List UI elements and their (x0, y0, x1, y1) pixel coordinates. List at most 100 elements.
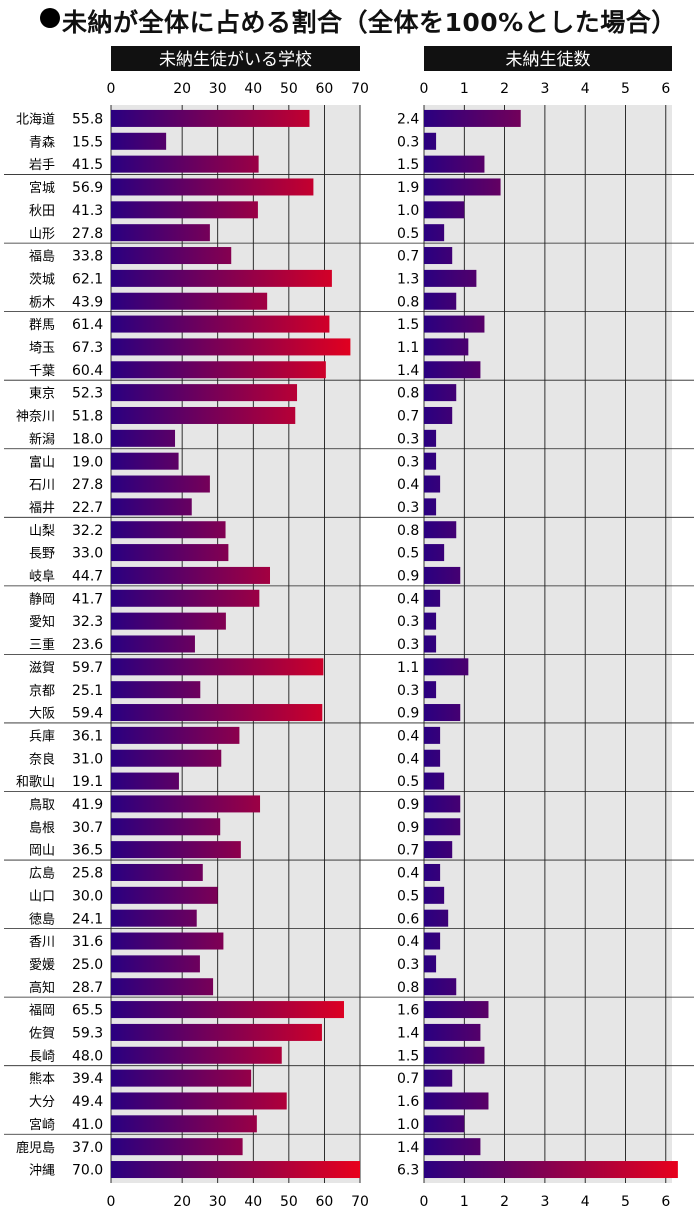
left-data-label: 18.0 (72, 431, 103, 447)
right-bar (424, 1001, 489, 1019)
right-x-tick-label-bottom: 1 (460, 1194, 469, 1210)
right-bar (424, 521, 457, 539)
right-panel-background (424, 105, 672, 1183)
right-bar (424, 658, 469, 676)
prefecture-label: 大分 (29, 1095, 55, 1110)
prefecture-label: 埼玉 (29, 341, 55, 356)
left-data-label: 23.6 (72, 637, 103, 653)
left-panel-title: 未納生徒がいる学校 (159, 50, 312, 70)
prefecture-label: 富山 (29, 454, 55, 470)
prefecture-label: 静岡 (29, 592, 55, 607)
right-data-label: 0.4 (397, 866, 419, 882)
right-bar (424, 1069, 453, 1087)
left-bar (111, 978, 214, 996)
right-bar (424, 955, 437, 973)
right-data-label: 0.4 (397, 728, 419, 744)
left-bar (111, 612, 226, 630)
left-data-label: 43.9 (72, 294, 103, 310)
left-bar (111, 1069, 252, 1087)
left-bar (111, 795, 261, 813)
right-bar (424, 1046, 485, 1064)
prefecture-label: 熊本 (29, 1071, 55, 1087)
left-x-tick-label-bottom: 40 (244, 1194, 262, 1210)
left-data-label: 48.0 (72, 1048, 103, 1064)
prefecture-label: 兵庫 (29, 729, 55, 744)
right-bar (424, 109, 521, 127)
prefecture-label: 愛知 (29, 614, 55, 630)
left-bar (111, 749, 222, 767)
left-bar (111, 1092, 287, 1110)
right-panel-header (424, 46, 672, 71)
right-bar (424, 452, 437, 470)
prefecture-label: 栃木 (29, 295, 55, 310)
prefecture-label: 福島 (29, 250, 55, 265)
left-bar (111, 1161, 360, 1179)
right-x-tick-label-bottom: 2 (500, 1194, 509, 1210)
right-data-label: 6.3 (397, 1163, 419, 1179)
prefecture-label: 神奈川 (16, 410, 55, 425)
left-bar (111, 841, 241, 859)
left-bar (111, 452, 179, 470)
left-data-label: 39.4 (72, 1071, 103, 1087)
right-data-label: 1.1 (397, 340, 419, 356)
left-data-label: 59.4 (72, 706, 103, 722)
right-x-tick-label-bottom: 4 (581, 1194, 590, 1210)
prefecture-label: 東京 (29, 386, 55, 402)
left-bar (111, 315, 330, 333)
prefecture-label: 大阪 (29, 707, 55, 722)
right-bar (424, 224, 445, 242)
left-x-tick-label-bottom: 50 (280, 1194, 298, 1210)
left-bar (111, 863, 203, 881)
left-data-label: 31.0 (72, 751, 103, 767)
left-data-label: 19.0 (72, 454, 103, 470)
left-bar (111, 132, 167, 150)
left-bar (111, 589, 260, 607)
prefecture-label: 奈良 (29, 751, 55, 767)
right-data-label: 1.4 (397, 1026, 419, 1042)
text-layer: 未納生徒がいる学校 未納生徒数00202030304040505060607070… (16, 50, 670, 1210)
right-data-label: 0.3 (397, 637, 419, 653)
left-bar (111, 1001, 344, 1019)
right-bar (424, 749, 441, 767)
right-data-label: 0.3 (397, 431, 419, 447)
left-data-label: 25.0 (72, 957, 103, 973)
prefecture-label: 山口 (29, 889, 55, 904)
prefecture-label: 愛媛 (29, 958, 55, 973)
left-bar (111, 247, 232, 265)
right-bar (424, 772, 445, 790)
prefecture-label: 秋田 (29, 204, 55, 219)
prefecture-label: 岡山 (29, 844, 55, 859)
left-data-label: 60.4 (72, 363, 103, 379)
right-bar (424, 292, 457, 310)
left-data-label: 41.9 (72, 797, 103, 813)
prefecture-label: 新潟 (29, 431, 55, 447)
left-data-label: 25.8 (72, 866, 103, 882)
right-bar (424, 635, 437, 653)
left-bar (111, 566, 271, 584)
prefecture-label: 滋賀 (29, 661, 55, 676)
left-data-label: 32.3 (72, 614, 103, 630)
left-bar (111, 635, 195, 653)
right-x-tick-label-top: 3 (540, 81, 549, 97)
prefecture-label: 福岡 (29, 1004, 55, 1019)
left-bar (111, 726, 240, 744)
right-bar (424, 178, 501, 196)
left-data-label: 56.9 (72, 180, 103, 196)
right-data-label: 0.9 (397, 797, 419, 813)
right-data-label: 1.9 (397, 180, 419, 196)
left-x-tick-label-bottom: 70 (351, 1194, 369, 1210)
left-bar (111, 338, 351, 356)
left-bar (111, 909, 197, 927)
left-x-tick-label-bottom: 0 (107, 1194, 116, 1210)
left-data-label: 15.5 (72, 134, 103, 150)
right-x-tick-label-bottom: 0 (420, 1194, 429, 1210)
right-data-label: 1.1 (397, 660, 419, 676)
prefecture-label: 宮崎 (29, 1117, 55, 1133)
left-bar (111, 544, 229, 562)
left-bar (111, 1046, 282, 1064)
left-bar (111, 498, 192, 516)
left-x-tick-label-top: 50 (280, 81, 298, 97)
prefecture-label: 長野 (29, 547, 55, 562)
prefecture-label: 京都 (29, 684, 55, 699)
